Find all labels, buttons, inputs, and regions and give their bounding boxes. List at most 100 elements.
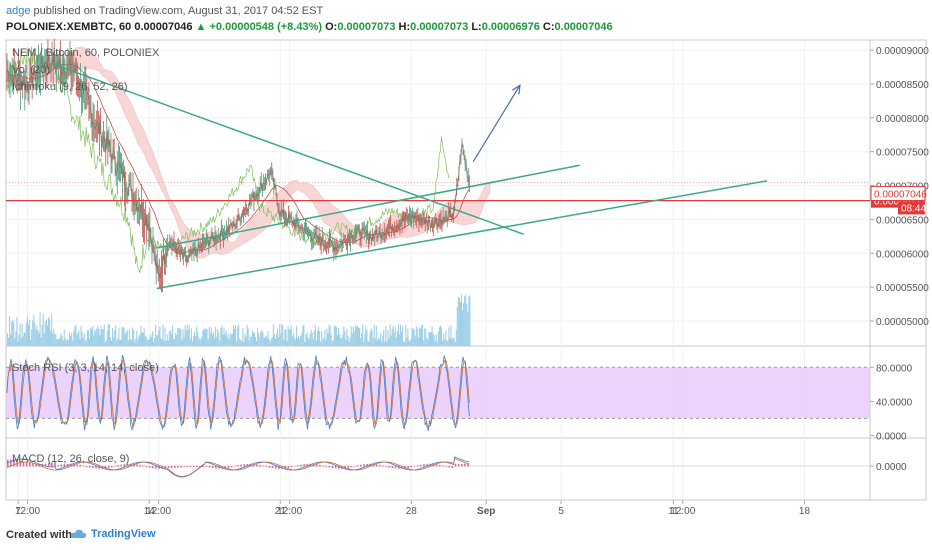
macd-histogram-bar xyxy=(126,463,129,467)
chart-canvas[interactable]: 0.00009000 0.00008500 0.00008000 0.00007500… xyxy=(0,38,932,522)
volume-bar xyxy=(402,326,404,346)
volume-bar xyxy=(181,340,183,346)
macd-histogram-bar xyxy=(246,463,249,467)
volume-bar xyxy=(224,334,226,346)
volume-bar xyxy=(432,333,434,346)
volume-bar xyxy=(167,339,169,346)
volume-bar xyxy=(169,330,171,346)
volume-bar xyxy=(12,320,14,346)
macd-histogram-bar xyxy=(416,465,419,467)
volume-bar xyxy=(397,324,399,346)
volume-bar xyxy=(366,330,368,346)
volume-bar xyxy=(239,338,241,346)
volume-bar xyxy=(143,328,145,346)
volume-bar xyxy=(126,329,128,346)
macd-histogram-bar xyxy=(145,466,148,467)
volume-bar xyxy=(406,337,408,346)
volume-bar xyxy=(298,335,300,346)
macd-histogram-bar xyxy=(322,465,324,467)
volume-bar xyxy=(73,331,75,346)
volume-bar xyxy=(186,324,188,346)
time-tick-label: 11 xyxy=(668,506,679,517)
trend-drawings[interactable] xyxy=(6,62,870,290)
time-tick-label: 21 xyxy=(275,506,287,517)
macd-histogram-bar xyxy=(293,466,296,467)
volume-bar xyxy=(192,335,195,346)
volume-bar xyxy=(252,332,254,346)
macd-histogram-bar xyxy=(120,464,123,467)
volume-bar xyxy=(443,333,445,346)
volume-bar xyxy=(426,338,428,346)
volume-bar xyxy=(412,328,414,346)
author-link[interactable]: adge xyxy=(6,5,31,17)
volume-bar xyxy=(27,324,30,346)
macd-histogram-bar xyxy=(208,466,211,468)
macd-histogram-bar xyxy=(136,464,138,467)
volume-bar xyxy=(346,328,348,346)
macd-histogram-bar xyxy=(388,466,391,468)
volume-bar xyxy=(142,332,144,346)
volume-bar xyxy=(203,329,205,346)
volume-bar xyxy=(38,333,40,346)
footer: Created with TradingView xyxy=(0,522,932,550)
macd-histogram-bar xyxy=(10,459,12,467)
volume-bar xyxy=(20,338,22,346)
macd-histogram-bar xyxy=(303,464,305,467)
volume-bar xyxy=(334,326,336,346)
volume-bar xyxy=(401,331,403,346)
volume-bar xyxy=(230,334,232,346)
volume-bar xyxy=(45,319,47,346)
volume-bar xyxy=(428,331,430,346)
volume-bar xyxy=(148,338,150,346)
volume-bar xyxy=(335,327,337,346)
volume-bar xyxy=(63,329,65,346)
volume-bar xyxy=(155,324,157,346)
volume-bar xyxy=(378,339,381,346)
volume-bar xyxy=(222,334,224,346)
volume-bar xyxy=(110,340,113,346)
macd-histogram-bar xyxy=(196,466,198,468)
target-arrow[interactable] xyxy=(472,85,521,163)
volume-bar xyxy=(375,325,377,346)
volume-bar xyxy=(250,336,252,346)
volume-bar xyxy=(371,330,373,346)
volume-bar xyxy=(138,336,140,346)
volume-bar xyxy=(174,338,176,346)
volume-bar xyxy=(264,337,266,346)
volume-bar xyxy=(301,332,303,346)
volume-bar xyxy=(416,328,418,346)
volume-bar xyxy=(154,337,156,346)
arrow-head-icon xyxy=(512,84,521,95)
price-tick-label: 0.00007500 xyxy=(876,148,929,159)
volume-bar xyxy=(326,328,328,346)
trendline-upper-channel[interactable] xyxy=(156,164,580,249)
macd-histogram-bar xyxy=(413,466,416,467)
trendline-descending-resistance[interactable] xyxy=(51,62,524,236)
volume-bar xyxy=(119,339,121,346)
volume-bar xyxy=(39,312,41,346)
trendline-lower-support[interactable] xyxy=(156,180,768,290)
macd-histogram-bar xyxy=(448,466,450,468)
up-triangle-icon: ▲ xyxy=(195,21,207,33)
volume-bar xyxy=(237,327,239,346)
high-value: 0.00007073 xyxy=(410,21,469,33)
macd-histogram-bar xyxy=(464,463,466,467)
volume-bar xyxy=(410,338,412,346)
macd-histogram-bar xyxy=(382,465,384,467)
volume-bar xyxy=(147,339,149,346)
volume-bar xyxy=(439,325,442,346)
volume-bar xyxy=(215,326,217,346)
volume-bar xyxy=(295,326,298,346)
macd-histogram-bar xyxy=(290,466,293,468)
volume-bar xyxy=(261,329,263,346)
tradingview-logo[interactable]: TradingView xyxy=(70,528,156,540)
price-tick-label: 0.00009000 xyxy=(876,46,929,57)
volume-bar xyxy=(197,331,199,346)
volume-bar xyxy=(185,330,187,346)
volume-bar xyxy=(242,327,244,346)
volume-bar xyxy=(62,340,64,346)
volume-bar xyxy=(251,330,253,346)
macd-histogram-bar xyxy=(117,465,119,467)
volume-bar xyxy=(175,332,177,346)
volume-bar xyxy=(465,294,467,346)
